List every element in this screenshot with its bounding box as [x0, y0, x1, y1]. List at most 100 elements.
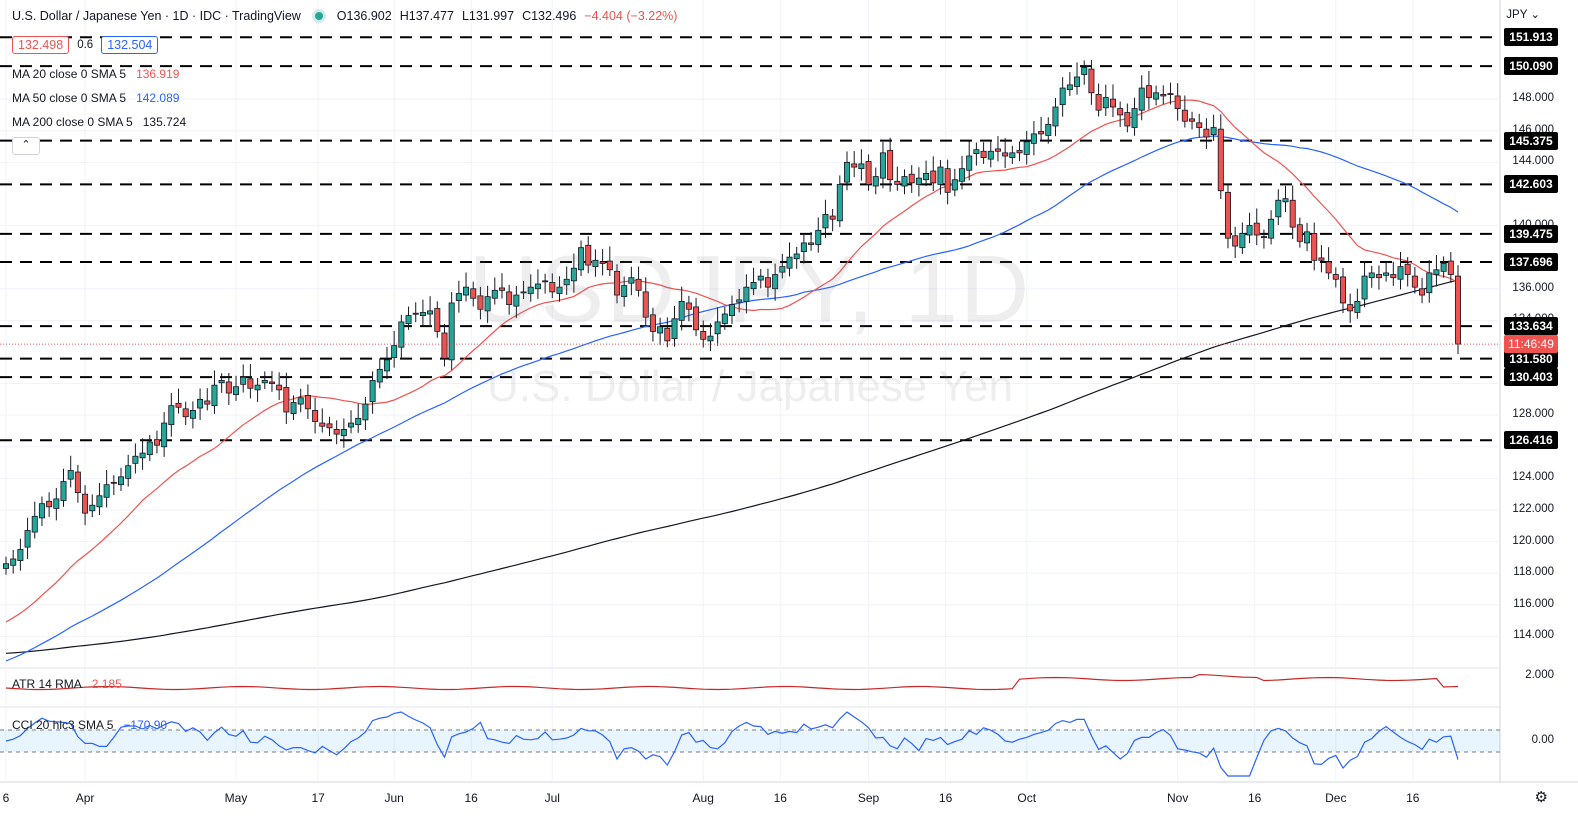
candle-body: [520, 291, 527, 294]
candle-body: [1009, 152, 1016, 158]
candle-body: [1325, 261, 1332, 274]
candle-body: [477, 295, 484, 310]
candle-body: [297, 397, 304, 405]
candle-body: [276, 384, 283, 391]
buy-button[interactable]: 132.504: [101, 36, 159, 54]
time-tick-label: 16: [1247, 791, 1262, 805]
candle-body: [484, 296, 491, 312]
candle-body: [987, 150, 994, 160]
candle-body: [391, 345, 398, 358]
candle-body: [1361, 275, 1368, 300]
candle-body: [491, 289, 498, 299]
indicator-ma200[interactable]: MA 200 close 0 SMA 5 135.724: [12, 115, 186, 129]
candle-body: [980, 150, 987, 158]
time-tick-label: 16: [773, 791, 787, 805]
cci-band: [0, 730, 1500, 752]
candle-body: [1275, 199, 1282, 218]
candle-body: [405, 315, 412, 324]
candle-body: [74, 471, 81, 493]
candle-body: [1030, 133, 1037, 144]
level-label: 133.634: [1504, 317, 1558, 336]
candle-body: [1131, 108, 1138, 128]
candle-body: [290, 402, 297, 414]
candle-body: [182, 408, 189, 418]
price-tick-label: 124.000: [1512, 471, 1554, 484]
price-tick-label: 144.000: [1512, 155, 1554, 168]
indicator-ma20[interactable]: MA 20 close 0 SMA 5 136.919: [12, 67, 179, 81]
candle-body: [118, 476, 125, 486]
candle-body: [197, 398, 204, 409]
candle-body: [628, 277, 635, 284]
candle-body: [1232, 235, 1239, 247]
candle-body: [1282, 198, 1289, 203]
level-label: 131.580: [1504, 349, 1558, 368]
price-tick-label: 118.000: [1513, 566, 1554, 579]
candle-body: [247, 378, 254, 389]
atr-scale-label: 2.000: [1525, 669, 1554, 681]
candle-body: [46, 500, 53, 508]
candle-body: [707, 335, 714, 342]
cci-legend[interactable]: CCI 20 hlc3 SMA 5 −170.90: [12, 718, 167, 732]
countdown-label: 11:46:49: [1504, 335, 1558, 354]
open-value: O136.902: [336, 9, 392, 23]
candle-body: [1440, 263, 1447, 272]
candle-body: [261, 379, 268, 384]
candle-body: [606, 260, 613, 271]
candle-body: [1390, 274, 1397, 279]
candle-body: [1419, 288, 1426, 296]
candle-body: [930, 170, 937, 184]
time-tick-label: 16: [938, 791, 953, 805]
candle-body: [994, 148, 1001, 152]
indicator-ma50[interactable]: MA 50 close 0 SMA 5 142.089: [12, 91, 179, 105]
candle-body: [714, 321, 721, 335]
time-tick-label: 6: [2, 791, 10, 805]
spread-value: 0.6: [77, 39, 94, 51]
currency-menu[interactable]: JPY ⌄: [1506, 9, 1540, 21]
candle-body: [908, 173, 915, 184]
time-tick-label: 17: [311, 791, 325, 805]
candle-body: [254, 384, 261, 391]
cci-value: −170.90: [123, 718, 168, 732]
atr-legend[interactable]: ATR 14 RMA 2.185: [12, 677, 122, 691]
candle-body: [527, 286, 534, 294]
sell-button[interactable]: 132.498: [12, 36, 70, 54]
candle-body: [1074, 76, 1081, 87]
candle-body: [139, 452, 146, 459]
candle-body: [779, 266, 786, 273]
candle-body: [1117, 108, 1124, 116]
candle-body: [649, 314, 656, 332]
candle-body: [24, 530, 31, 548]
close-value: C132.496: [522, 9, 577, 23]
candle-body: [1397, 266, 1404, 280]
candle-body: [1383, 272, 1390, 276]
candle-body: [412, 312, 419, 315]
candle-body: [1002, 152, 1009, 157]
candle-body: [1304, 231, 1311, 244]
quote-box: 132.498 0.6 132.504: [12, 35, 159, 55]
candle-body: [1153, 92, 1160, 100]
candle-body: [879, 152, 886, 179]
symbol-title[interactable]: U.S. Dollar / Japanese Yen · 1D · IDC · …: [12, 9, 301, 23]
candle-body: [168, 405, 175, 426]
candle-body: [808, 242, 815, 245]
low-value: L131.997: [461, 9, 515, 23]
candle-body: [772, 274, 779, 290]
candle-body: [304, 395, 311, 410]
candle-body: [757, 275, 764, 281]
candle-body: [1196, 122, 1203, 128]
candle-body: [448, 302, 455, 361]
time-tick-label: Nov: [1166, 791, 1189, 805]
collapse-legend-button[interactable]: ⌃: [12, 137, 40, 155]
atr-value: 2.185: [91, 677, 122, 691]
candle-body: [1246, 225, 1253, 236]
candle-body: [1339, 276, 1346, 304]
candle-body: [125, 465, 132, 479]
indicator-value: 142.089: [136, 91, 180, 105]
gear-icon[interactable]: ⚙: [1534, 789, 1548, 806]
candle-body: [1066, 84, 1073, 91]
candle-body: [1296, 224, 1303, 242]
chart-header: U.S. Dollar / Japanese Yen · 1D · IDC · …: [12, 9, 677, 23]
cci-line: [5, 711, 1459, 777]
